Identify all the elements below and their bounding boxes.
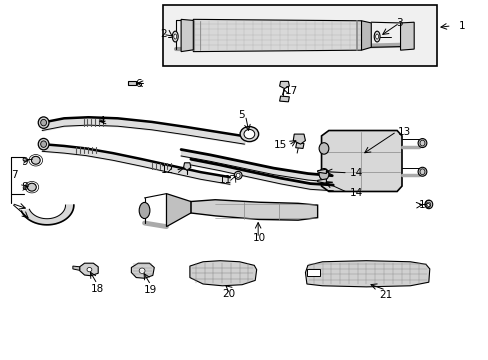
- Polygon shape: [279, 96, 289, 102]
- Polygon shape: [21, 205, 74, 225]
- Ellipse shape: [87, 267, 92, 272]
- Ellipse shape: [139, 202, 150, 219]
- Ellipse shape: [417, 167, 426, 176]
- Ellipse shape: [240, 127, 258, 141]
- Text: 13: 13: [397, 127, 410, 136]
- Polygon shape: [166, 194, 190, 226]
- Text: 17: 17: [284, 86, 297, 96]
- Ellipse shape: [424, 200, 432, 209]
- Text: 10: 10: [252, 233, 265, 243]
- Ellipse shape: [234, 171, 242, 179]
- Bar: [163, 5, 436, 66]
- Text: 9: 9: [21, 157, 28, 167]
- Text: 4: 4: [99, 116, 105, 126]
- Ellipse shape: [419, 140, 424, 146]
- Ellipse shape: [244, 130, 254, 139]
- Ellipse shape: [27, 183, 36, 191]
- Polygon shape: [321, 131, 401, 192]
- Text: 18: 18: [90, 284, 103, 294]
- Polygon shape: [361, 21, 370, 50]
- Polygon shape: [279, 81, 289, 89]
- Polygon shape: [190, 200, 317, 220]
- Text: 16: 16: [418, 200, 431, 210]
- Ellipse shape: [172, 31, 178, 42]
- Polygon shape: [183, 163, 190, 170]
- Polygon shape: [305, 261, 429, 287]
- Ellipse shape: [375, 34, 378, 39]
- Ellipse shape: [38, 138, 49, 150]
- Text: 14: 14: [348, 188, 362, 198]
- Polygon shape: [181, 19, 193, 51]
- Ellipse shape: [236, 173, 240, 177]
- Text: 15: 15: [274, 140, 287, 150]
- Polygon shape: [73, 266, 80, 270]
- Ellipse shape: [173, 34, 176, 39]
- Polygon shape: [400, 22, 413, 50]
- Ellipse shape: [31, 156, 40, 164]
- Text: 11: 11: [219, 175, 232, 185]
- Polygon shape: [193, 19, 361, 51]
- Ellipse shape: [41, 141, 46, 147]
- Text: 1: 1: [458, 21, 465, 31]
- Ellipse shape: [139, 268, 145, 273]
- Polygon shape: [317, 179, 326, 183]
- Polygon shape: [189, 261, 256, 286]
- Text: 19: 19: [144, 285, 157, 296]
- Ellipse shape: [426, 202, 430, 207]
- Polygon shape: [131, 263, 154, 278]
- Text: 2: 2: [160, 29, 166, 39]
- Text: 12: 12: [160, 165, 173, 175]
- Ellipse shape: [319, 168, 328, 180]
- Polygon shape: [317, 169, 326, 174]
- Polygon shape: [306, 269, 320, 276]
- Polygon shape: [293, 134, 305, 144]
- Text: 5: 5: [237, 111, 244, 121]
- Ellipse shape: [319, 143, 328, 154]
- Text: 8: 8: [21, 182, 28, 192]
- Polygon shape: [128, 81, 136, 85]
- Text: 6: 6: [135, 79, 142, 89]
- Ellipse shape: [419, 169, 424, 175]
- Ellipse shape: [373, 31, 379, 42]
- Text: 21: 21: [379, 291, 392, 301]
- Text: 3: 3: [396, 18, 402, 28]
- Ellipse shape: [38, 117, 49, 129]
- Text: 7: 7: [11, 170, 18, 180]
- Ellipse shape: [417, 139, 426, 148]
- Ellipse shape: [41, 120, 46, 126]
- Polygon shape: [80, 263, 98, 276]
- Text: 20: 20: [222, 289, 235, 299]
- Text: 14: 14: [348, 168, 362, 178]
- Polygon shape: [295, 143, 304, 148]
